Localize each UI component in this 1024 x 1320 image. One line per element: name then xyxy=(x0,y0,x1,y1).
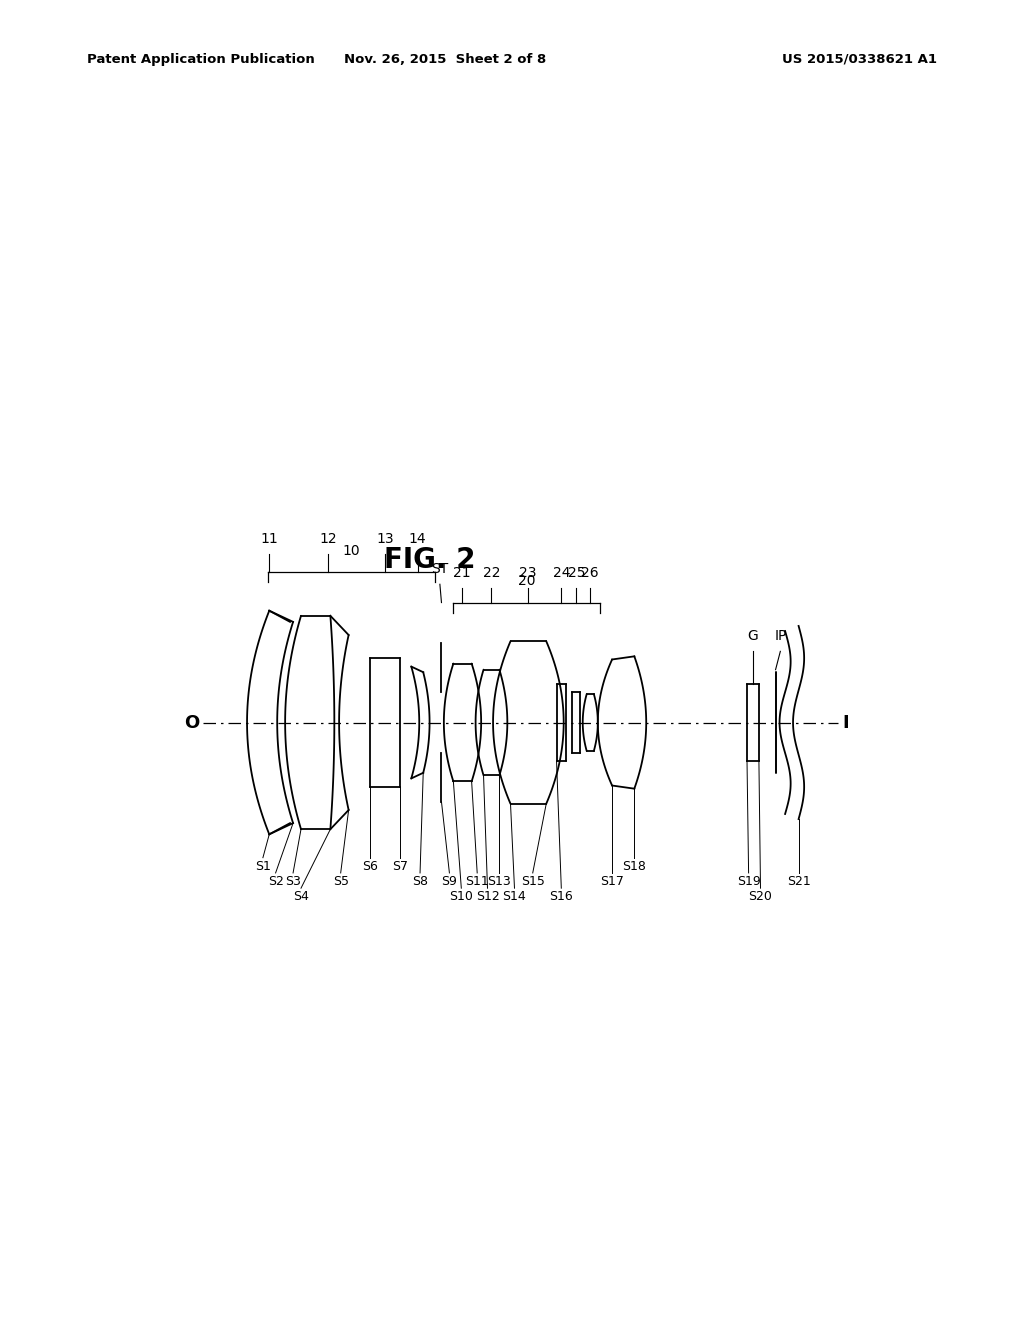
Text: I: I xyxy=(842,714,849,731)
Text: G: G xyxy=(748,630,758,643)
Text: 24: 24 xyxy=(553,566,570,581)
Text: Nov. 26, 2015  Sheet 2 of 8: Nov. 26, 2015 Sheet 2 of 8 xyxy=(344,53,547,66)
Text: S3: S3 xyxy=(285,875,301,888)
Text: S1: S1 xyxy=(255,859,271,873)
Text: S11: S11 xyxy=(465,875,489,888)
Text: S7: S7 xyxy=(392,859,409,873)
Text: S12: S12 xyxy=(475,890,500,903)
Text: S21: S21 xyxy=(786,875,810,888)
Text: S6: S6 xyxy=(362,859,378,873)
Text: S20: S20 xyxy=(749,890,772,903)
Text: US 2015/0338621 A1: US 2015/0338621 A1 xyxy=(782,53,937,66)
Text: 25: 25 xyxy=(567,566,585,581)
Text: 26: 26 xyxy=(581,566,599,581)
Text: 11: 11 xyxy=(260,532,279,545)
Text: 23: 23 xyxy=(519,566,537,581)
Text: O: O xyxy=(184,714,200,731)
Text: S2: S2 xyxy=(267,875,284,888)
Text: 12: 12 xyxy=(319,532,337,545)
Text: S8: S8 xyxy=(412,875,428,888)
Text: 21: 21 xyxy=(454,566,471,581)
Text: S19: S19 xyxy=(736,875,761,888)
Text: 13: 13 xyxy=(376,532,394,545)
Text: 22: 22 xyxy=(482,566,500,581)
Text: S17: S17 xyxy=(600,875,624,888)
Text: IP: IP xyxy=(774,630,786,643)
Text: Patent Application Publication: Patent Application Publication xyxy=(87,53,314,66)
Text: S4: S4 xyxy=(293,890,309,903)
Text: ST: ST xyxy=(431,562,449,576)
Text: S13: S13 xyxy=(487,875,511,888)
Text: S15: S15 xyxy=(521,875,545,888)
Text: S5: S5 xyxy=(333,875,349,888)
Text: S16: S16 xyxy=(550,890,573,903)
Text: S18: S18 xyxy=(623,859,646,873)
Text: 20: 20 xyxy=(518,574,536,589)
Text: 10: 10 xyxy=(343,544,360,558)
Text: S10: S10 xyxy=(450,890,473,903)
Text: FIG. 2: FIG. 2 xyxy=(384,546,475,574)
Text: S14: S14 xyxy=(503,890,526,903)
Text: 14: 14 xyxy=(409,532,426,545)
Text: S9: S9 xyxy=(441,875,458,888)
